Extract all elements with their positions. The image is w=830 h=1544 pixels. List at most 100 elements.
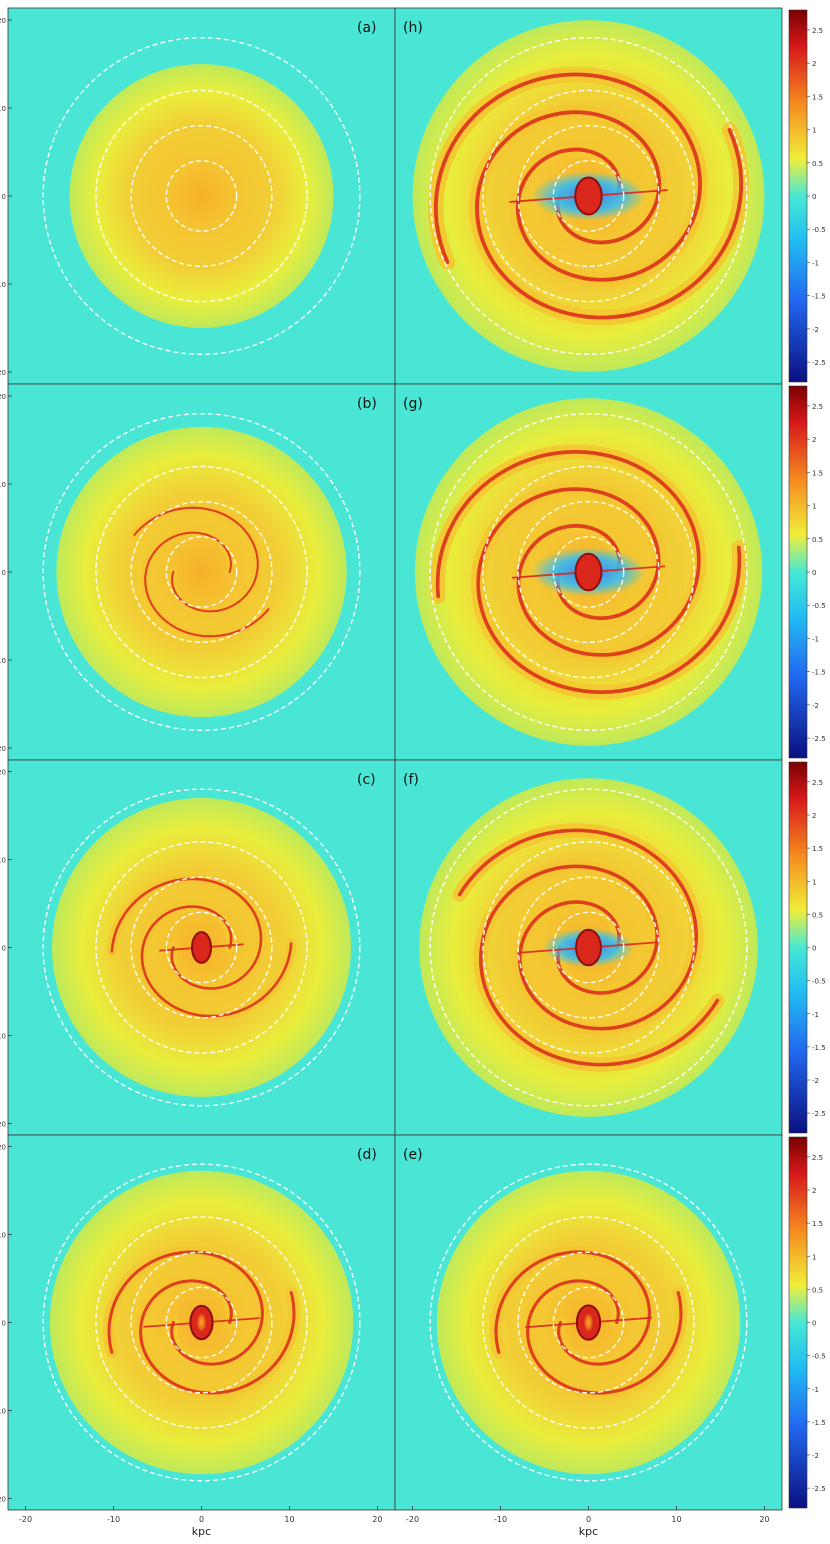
spiral-arm xyxy=(133,506,259,613)
colorbar-tick-label: 0 xyxy=(812,945,816,953)
spiral-arm xyxy=(139,1279,296,1395)
radius-circle xyxy=(482,89,695,303)
colorbar xyxy=(788,761,808,1134)
panel xyxy=(395,760,782,1135)
radius-circle xyxy=(552,160,625,232)
colorbar-tick-label: 2 xyxy=(812,60,816,68)
radius-circle xyxy=(130,124,273,268)
spiral-arm xyxy=(433,72,702,282)
colorbar-tick-label: 1.5 xyxy=(812,469,823,477)
colorbar xyxy=(788,385,808,759)
axes-layer: 20 10 0 -10 -20 20 10 0 -10 -20 20 10 0 -10 -20 20 10 0 -1… xyxy=(0,17,770,1538)
y-tick-label: 10 xyxy=(0,857,6,865)
radius-circle xyxy=(95,841,308,1054)
y-tick-label: -20 xyxy=(0,369,6,377)
colorbar-tick-label: -1.5 xyxy=(812,1419,826,1427)
radius-circle xyxy=(42,412,361,732)
x-tick-label: 10 xyxy=(671,1515,681,1524)
colorbar-tick-label: 2.5 xyxy=(812,1154,823,1162)
y-tick-label: -10 xyxy=(0,1032,6,1040)
nucleus-core xyxy=(196,1312,207,1333)
spiral-arm xyxy=(476,487,742,695)
y-tick-label: -10 xyxy=(0,657,6,665)
spiral-arm xyxy=(107,1250,264,1366)
colorbar-tick-label: 0 xyxy=(812,193,816,201)
radius-circle xyxy=(517,1251,660,1394)
colorbar-tick-label: 0 xyxy=(812,1320,816,1328)
radius-circle xyxy=(95,89,308,303)
spiral-arm xyxy=(479,864,720,1067)
x-axis-label: kpc xyxy=(192,1525,211,1538)
colorbar-tick-label: -2 xyxy=(812,1452,819,1460)
panel-label: (a) xyxy=(357,20,377,36)
radius-circle xyxy=(429,1163,748,1482)
colorbar-tick-label: -1 xyxy=(812,1011,819,1019)
colorbar-tick-label: 1.5 xyxy=(812,93,823,101)
colorbar-tick-label: -0.5 xyxy=(812,226,826,234)
colorbar-tick-label: 1.5 xyxy=(812,845,823,853)
colorbar-tick-label: 2 xyxy=(812,1187,816,1195)
colorbar-tick-label: 0.5 xyxy=(812,536,823,544)
radius-circle xyxy=(552,911,625,984)
colorbar-tick-label: -2 xyxy=(812,326,819,334)
radius-circle xyxy=(42,1163,361,1482)
y-tick-label: -10 xyxy=(0,1407,6,1415)
colorbar-tick-label: 2.5 xyxy=(812,779,823,787)
y-tick-label: -20 xyxy=(0,1495,6,1503)
radius-circle xyxy=(130,876,273,1019)
colorbar-tick-label: -0.5 xyxy=(812,602,826,610)
colorbar-tick-label: -2 xyxy=(812,1077,819,1085)
spiral-arm xyxy=(526,1279,683,1395)
x-axis-label: kpc xyxy=(579,1525,598,1538)
colorbar-tick-label: -1.5 xyxy=(812,669,826,677)
colorbar-tick-label: 0 xyxy=(812,569,816,577)
y-tick-label: 0 xyxy=(2,945,6,953)
nucleus xyxy=(574,176,603,216)
x-tick-label: -20 xyxy=(406,1515,419,1524)
radius-circle xyxy=(165,911,238,984)
radius-circle xyxy=(517,124,660,268)
y-tick-label: 10 xyxy=(0,481,6,489)
radius-circle xyxy=(130,500,273,644)
colorbar-layer: 2.5 2 1.5 1 0.5 0 -0.5 -1 -1.5 -2 -2.5 2.5 2 1.5 1 0.5 0… xyxy=(788,9,826,1509)
colorbar-tick-label: 1 xyxy=(812,127,816,135)
y-tick-label: 20 xyxy=(0,769,6,777)
y-tick-label: 20 xyxy=(0,393,6,401)
panel-label: (f) xyxy=(403,772,419,788)
colorbar-tick-label: 1.5 xyxy=(812,1220,823,1228)
y-tick-label: -10 xyxy=(0,281,6,289)
nucleus xyxy=(191,931,212,964)
x-tick-label: 0 xyxy=(199,1515,204,1524)
colorbar-tick-label: 0.5 xyxy=(812,1286,823,1294)
y-tick-label: 10 xyxy=(0,105,6,113)
panel-label: (c) xyxy=(357,772,376,788)
x-tick-label: -10 xyxy=(107,1515,120,1524)
colorbar-tick-label: 1 xyxy=(812,503,816,511)
radius-circle xyxy=(429,412,748,732)
colorbar-tick-label: 1 xyxy=(812,1253,816,1261)
disk xyxy=(56,426,347,718)
nucleus xyxy=(575,928,602,967)
colorbar-tick-label: 0.5 xyxy=(812,160,823,168)
radius-circle xyxy=(482,1216,695,1429)
radius-circle xyxy=(165,536,238,608)
radius-circle xyxy=(165,1286,238,1359)
spiral-arm xyxy=(475,110,744,320)
y-tick-label: 20 xyxy=(0,1144,6,1152)
panel xyxy=(8,8,395,384)
colorbar-tick-label: 1 xyxy=(812,878,816,886)
x-tick-label: -20 xyxy=(19,1515,32,1524)
radius-circle xyxy=(42,36,361,356)
x-tick-label: 20 xyxy=(372,1515,382,1524)
colorbar-tick-label: -1 xyxy=(812,1386,819,1394)
radius-circle xyxy=(517,500,660,644)
nucleus xyxy=(574,552,603,592)
radius-circle xyxy=(95,465,308,679)
radius-circle xyxy=(429,788,748,1107)
spiral-arm xyxy=(435,449,701,657)
colorbar-tick-label: -0.5 xyxy=(812,1353,826,1361)
x-tick-label: 0 xyxy=(586,1515,591,1524)
colorbar-tick-label: -1.5 xyxy=(812,293,826,301)
